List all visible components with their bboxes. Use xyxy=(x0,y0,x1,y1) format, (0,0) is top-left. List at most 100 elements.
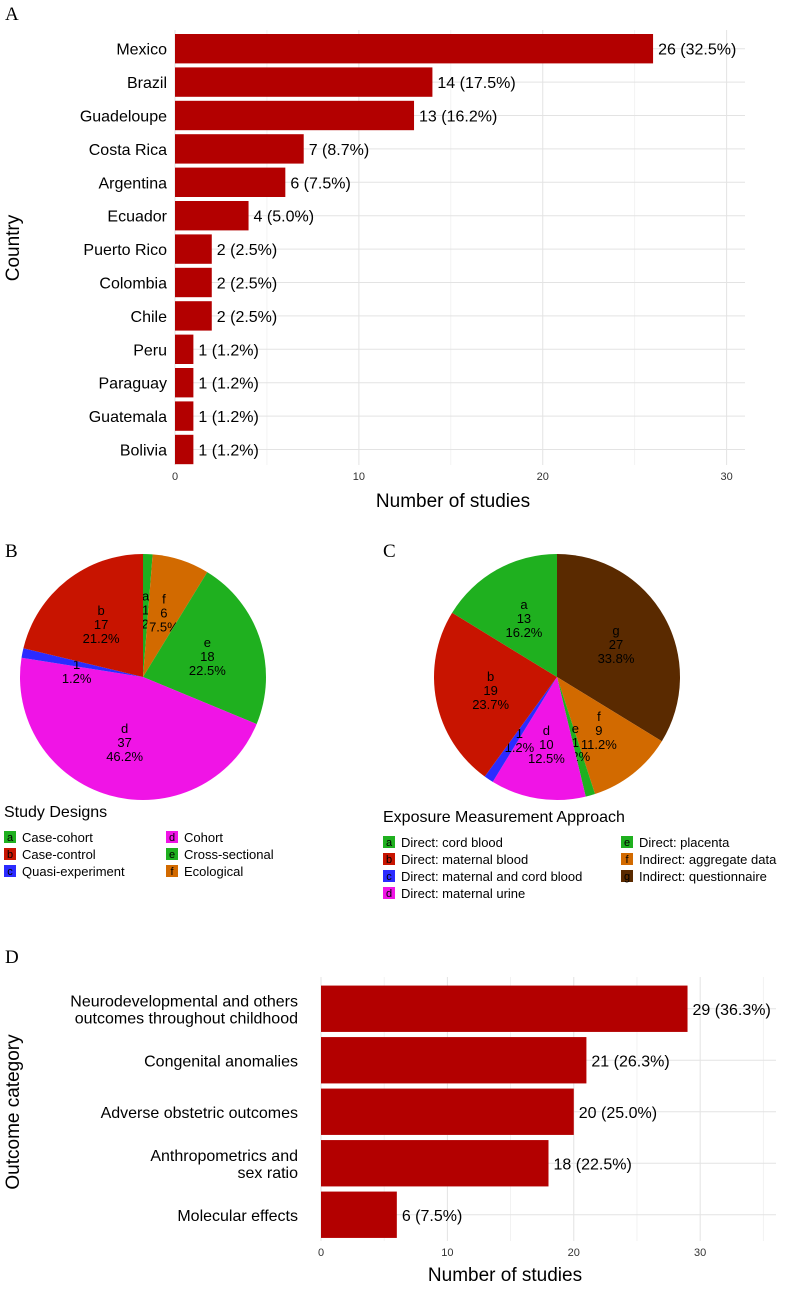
legend-title: Study Designs xyxy=(4,804,107,821)
slice-label: 33.8% xyxy=(598,651,635,666)
legend-key: b xyxy=(386,854,392,866)
legend-key: g xyxy=(624,871,630,883)
slice-label: 1 xyxy=(516,726,523,741)
slice-label: 10 xyxy=(539,737,553,752)
tick-label: 10 xyxy=(353,471,365,483)
legend-swatch xyxy=(621,836,633,848)
country-bar-chart: 26 (32.5%) Mexico 14 (17.5%) Brazil 13 (16.2… xyxy=(3,30,745,512)
legend-key: a xyxy=(386,837,393,849)
x-axis-title: Number of studies xyxy=(376,491,530,512)
pie-slice xyxy=(557,677,596,797)
data-label: 1 (1.2%) xyxy=(198,342,258,359)
panel-label-c: C xyxy=(383,541,396,562)
panel-label-b: B xyxy=(5,541,18,562)
slice-label: a xyxy=(142,588,150,603)
bar xyxy=(175,267,212,298)
legend-label: Cohort xyxy=(184,830,223,845)
outcome-category-bar-chart: 29 (36.3%) Neurodevelopmental and otherso… xyxy=(3,977,776,1286)
pie-slice xyxy=(484,677,557,782)
legend-label: Quasi-experiment xyxy=(22,864,125,879)
slice-label: 19 xyxy=(483,683,497,698)
category-label: Neurodevelopmental and others xyxy=(70,993,298,1010)
data-label: 2 (2.5%) xyxy=(217,276,277,293)
data-label: 26 (32.5%) xyxy=(658,42,736,59)
bar xyxy=(321,985,688,1032)
legend-key: b xyxy=(7,849,13,861)
slice-label: d xyxy=(121,721,128,736)
category-label: Peru xyxy=(133,342,167,359)
study-design-pie-chart: a11.2%f67.5%e1822.5%d3746.2%c11.2%b1721.… xyxy=(4,554,274,879)
slice-label: f xyxy=(597,709,601,724)
tick-label: 30 xyxy=(694,1247,706,1259)
data-label: 13 (16.2%) xyxy=(419,109,497,126)
legend-swatch xyxy=(383,870,395,882)
legend-swatch xyxy=(383,853,395,865)
legend-swatch xyxy=(166,848,178,860)
pie-slice xyxy=(434,612,557,777)
legend-label: Direct: maternal and cord blood xyxy=(401,869,582,884)
pie-slice xyxy=(557,677,662,794)
legend-label: Direct: cord blood xyxy=(401,835,503,850)
legend-swatch xyxy=(621,870,633,882)
category-label: Anthropometrics and xyxy=(150,1148,298,1165)
category-label: Costa Rica xyxy=(89,142,167,159)
legend-key: f xyxy=(625,854,629,866)
slice-label: 18 xyxy=(200,649,214,664)
bar xyxy=(321,1140,549,1187)
legend-label: Direct: placenta xyxy=(639,835,730,850)
slice-label: 17 xyxy=(94,617,108,632)
tick-label: 20 xyxy=(568,1247,580,1259)
bar xyxy=(175,100,415,131)
category-label: Molecular effects xyxy=(177,1208,298,1225)
slice-label: 22.5% xyxy=(189,663,226,678)
legend-label: Indirect: aggregate data xyxy=(639,852,777,867)
pie-slice xyxy=(557,554,680,742)
category-label: sex ratio xyxy=(238,1165,299,1182)
slice-label: 1.2% xyxy=(62,671,92,686)
bar xyxy=(175,234,212,264)
slice-label: 13 xyxy=(517,611,531,626)
bar xyxy=(175,201,249,231)
data-label: 21 (26.3%) xyxy=(591,1053,669,1070)
category-label: Argentina xyxy=(99,175,168,192)
pie-slice xyxy=(452,554,557,677)
pie-slice xyxy=(21,648,143,677)
legend-label: Direct: maternal urine xyxy=(401,886,525,901)
legend-swatch xyxy=(621,853,633,865)
data-label: 6 (7.5%) xyxy=(402,1208,462,1225)
pie-slice xyxy=(492,677,586,800)
data-label: 1 (1.2%) xyxy=(198,376,258,393)
pie-slice xyxy=(19,657,257,801)
legend-key: e xyxy=(624,837,630,849)
legend-swatch xyxy=(4,865,16,877)
x-axis-title: Number of studies xyxy=(428,1265,582,1286)
legend-key: f xyxy=(170,866,174,878)
slice-label: 46.2% xyxy=(106,749,143,764)
bar xyxy=(175,67,433,97)
category-label: Ecuador xyxy=(107,209,167,226)
data-label: 1 (1.2%) xyxy=(198,443,258,460)
legend-label: Ecological xyxy=(184,864,243,879)
legend-key: d xyxy=(169,832,175,844)
bar xyxy=(321,1191,397,1238)
exposure-measurement-pie-chart: g2733.8%f911.2%e11.2%d1012.5%c11.2%b1923… xyxy=(383,554,777,901)
legend-key: d xyxy=(386,888,392,900)
data-label: 1 (1.2%) xyxy=(198,409,258,426)
slice-label: 12.5% xyxy=(528,751,565,766)
y-axis-title: Country xyxy=(3,214,24,281)
legend-swatch xyxy=(383,836,395,848)
bar xyxy=(175,434,194,465)
data-label: 20 (25.0%) xyxy=(579,1105,657,1122)
category-label: Adverse obstetric outcomes xyxy=(101,1105,298,1122)
legend-key: a xyxy=(7,832,14,844)
legend-label: Direct: maternal blood xyxy=(401,852,528,867)
legend-key: c xyxy=(7,866,13,878)
pie-slice xyxy=(23,554,144,677)
slice-label: d xyxy=(543,723,550,738)
bar xyxy=(321,1037,587,1084)
data-label: 4 (5.0%) xyxy=(254,209,314,226)
slice-label: 37 xyxy=(117,735,131,750)
category-label: Puerto Rico xyxy=(83,242,167,259)
slice-label: 6 xyxy=(160,606,167,621)
category-label: Bolivia xyxy=(120,443,167,460)
